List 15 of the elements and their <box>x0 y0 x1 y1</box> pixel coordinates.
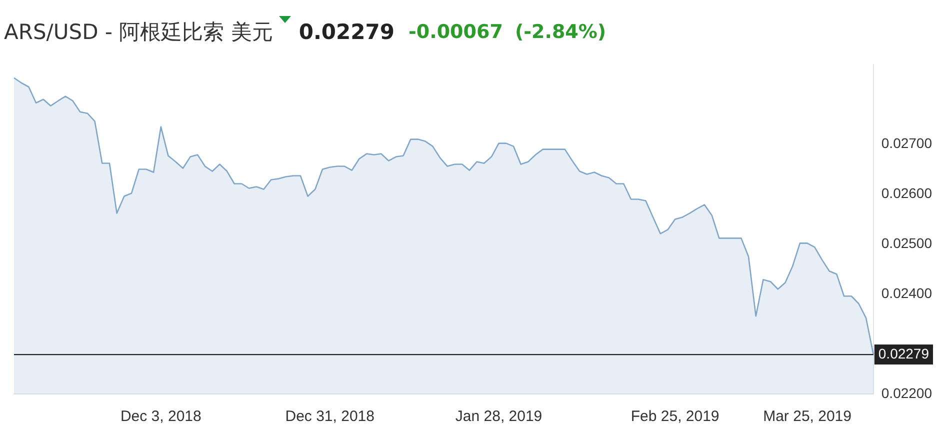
x-tick-label: Jan 28, 2019 <box>455 408 542 426</box>
x-tick-label: Mar 25, 2019 <box>763 408 852 426</box>
y-tick-label: 0.02200 <box>881 384 932 401</box>
y-tick-label: 0.02600 <box>881 185 932 202</box>
y-tick-label: 0.02700 <box>881 135 932 152</box>
text: -0.00067 <box>408 21 503 43</box>
ref-line-label: 0.02279 <box>878 345 930 362</box>
x-tick-label: Feb 25, 2019 <box>630 408 720 426</box>
text: (-2.84%) <box>514 21 606 43</box>
chart-title: ARS/USD - 阿根廷比索 美元 <box>4 19 273 46</box>
text: 0.02279 <box>298 20 394 44</box>
y-tick-label: 0.02400 <box>881 284 932 301</box>
x-tick-label: Dec 3, 2018 <box>120 408 202 426</box>
x-tick-label: Dec 31, 2018 <box>285 408 374 426</box>
y-tick-label: 0.02500 <box>881 235 932 252</box>
